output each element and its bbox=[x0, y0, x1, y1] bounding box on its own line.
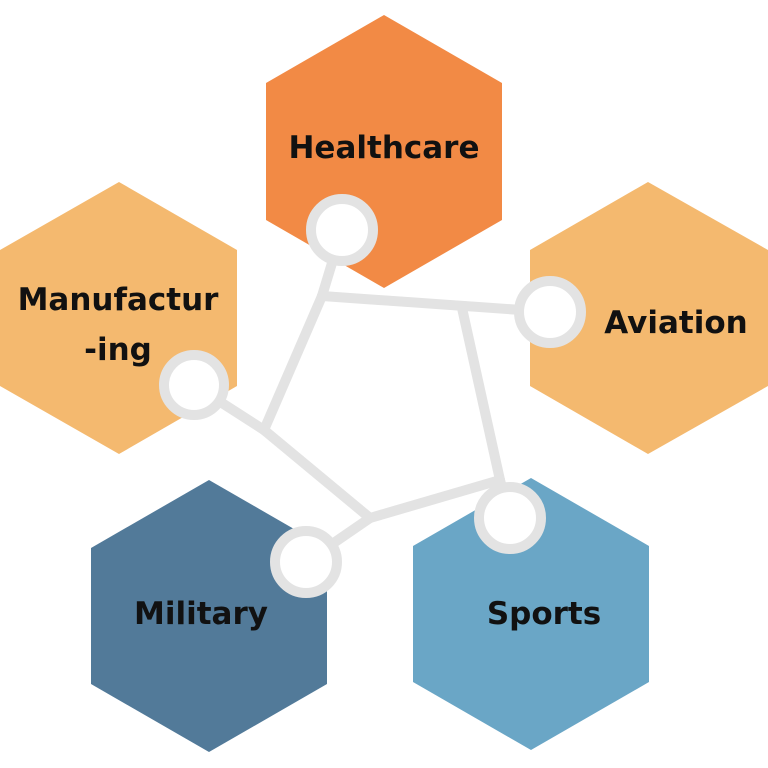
connector-line bbox=[365, 475, 505, 523]
label-manufacturing-line1: Manufactur bbox=[18, 282, 220, 318]
label-aviation: Aviation bbox=[604, 305, 747, 341]
hexagon-sports bbox=[413, 478, 649, 750]
label-sports: Sports bbox=[487, 596, 601, 632]
label-military: Military bbox=[134, 596, 268, 632]
connector-node-healthcare bbox=[306, 194, 378, 266]
connector-line bbox=[259, 425, 375, 523]
connector-line bbox=[457, 303, 505, 485]
connector-line bbox=[259, 291, 327, 435]
connector-node-military bbox=[270, 526, 342, 598]
connector-node-sports bbox=[474, 482, 546, 554]
connector-node-manufacturing bbox=[159, 350, 229, 420]
label-healthcare: Healthcare bbox=[288, 130, 479, 166]
hexagon-military bbox=[91, 480, 327, 752]
hexagon-aviation bbox=[530, 182, 768, 454]
label-manufacturing-line2: -ing bbox=[84, 332, 152, 368]
connector-line bbox=[317, 291, 555, 317]
connector-node-aviation bbox=[514, 276, 586, 348]
